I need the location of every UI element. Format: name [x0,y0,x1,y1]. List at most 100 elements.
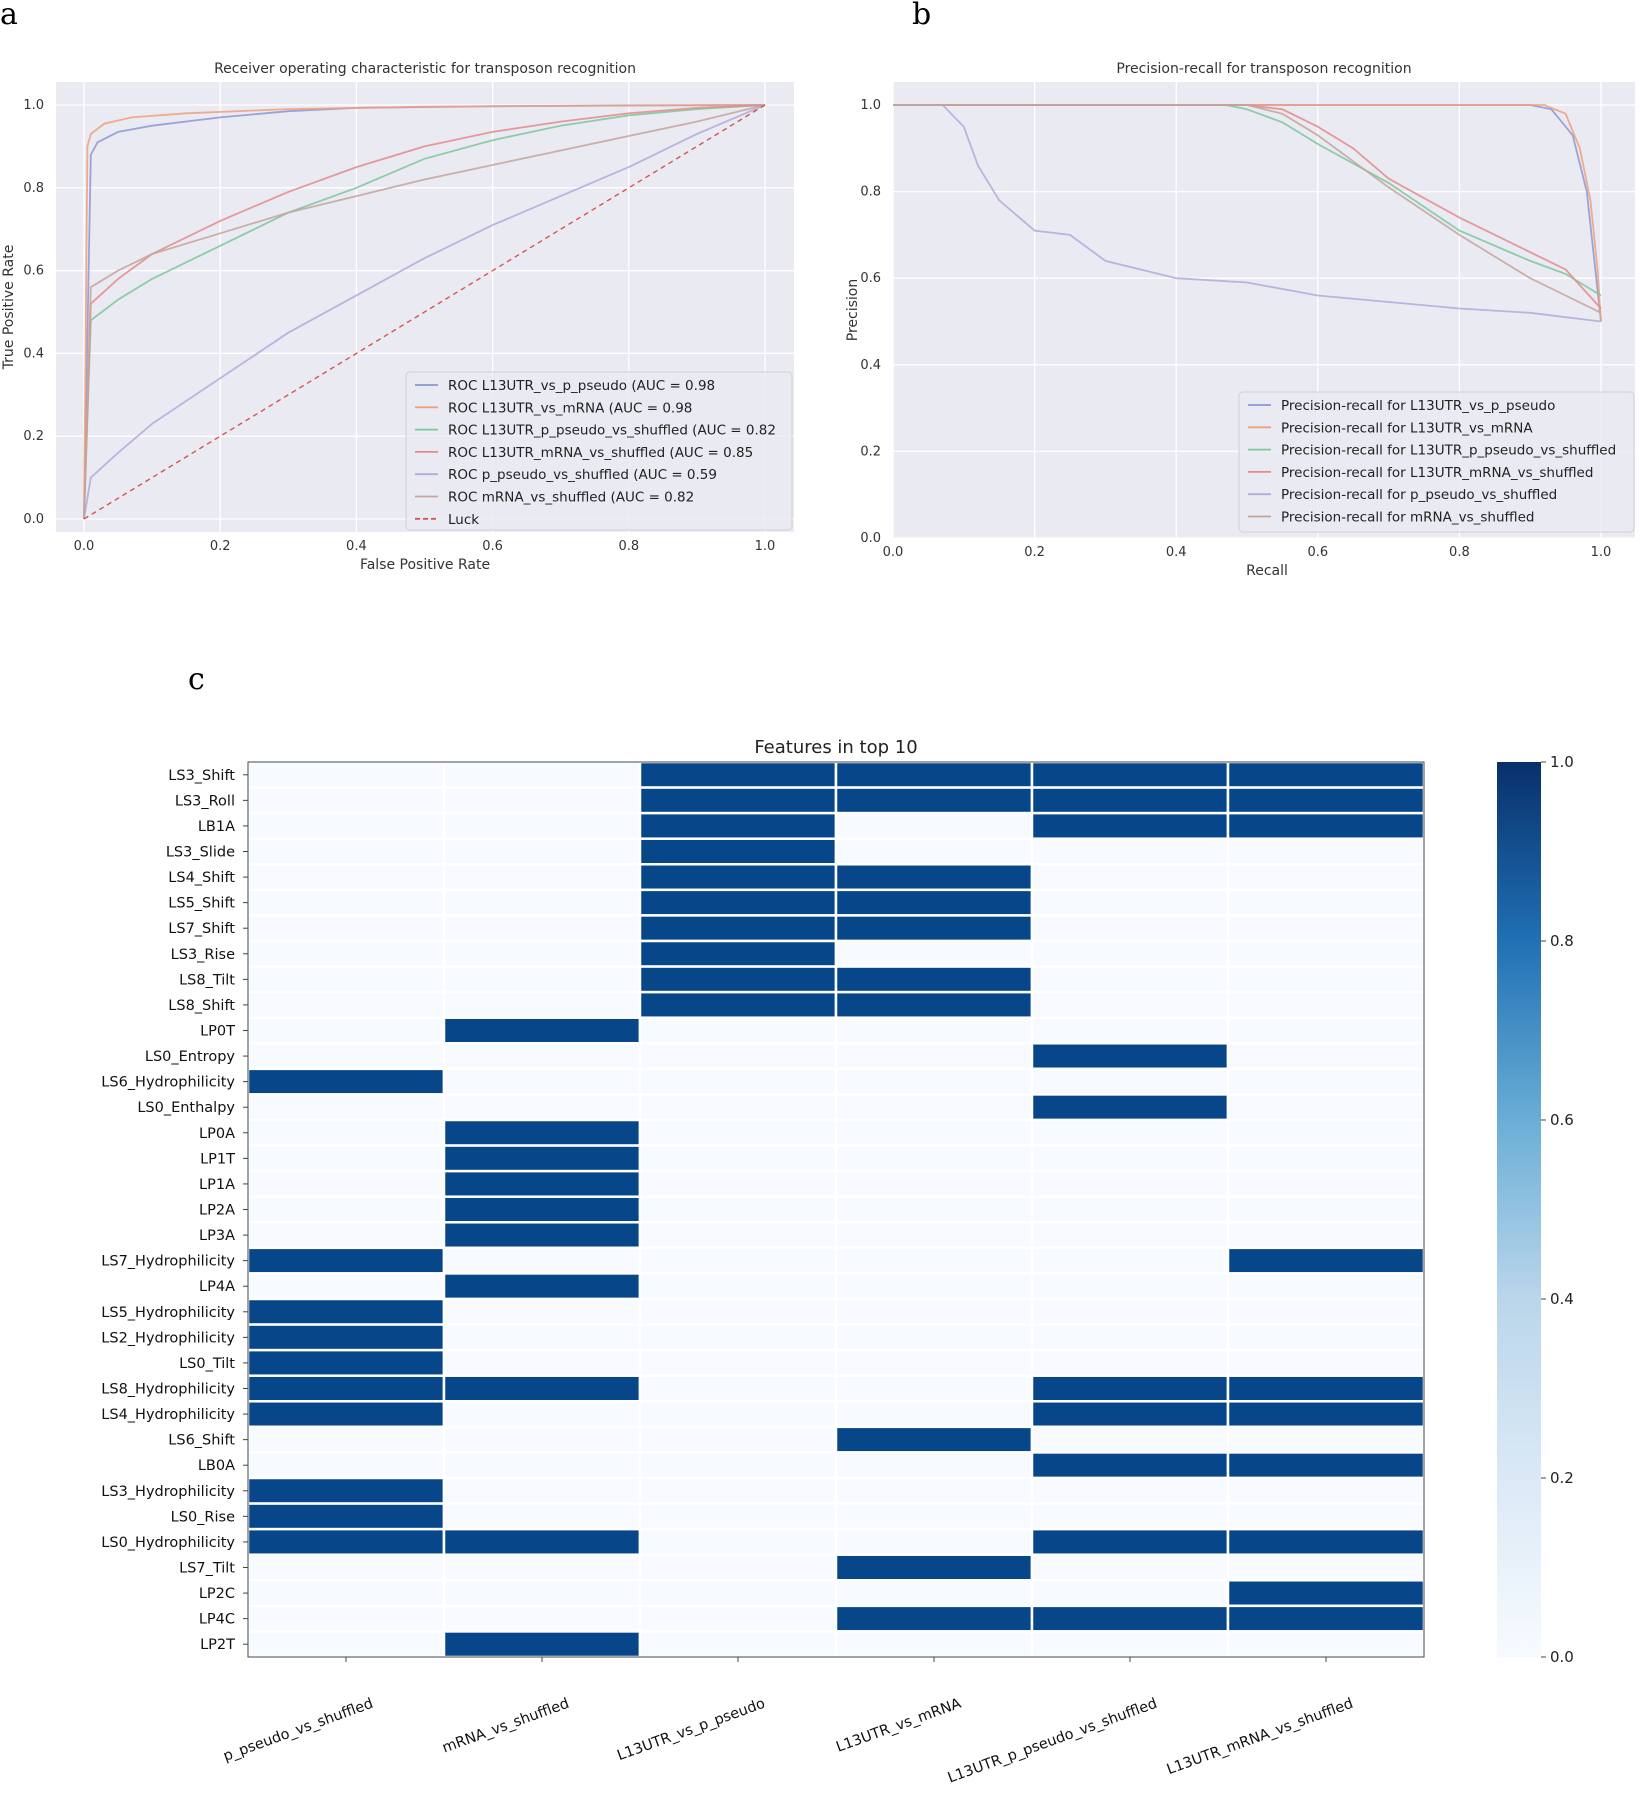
heatmap-cell [246,1348,446,1377]
heatmap-cell [246,760,446,789]
row-label: LS0_Entropy [145,1049,236,1065]
heatmap-cell [246,1246,446,1275]
heatmap-cell [834,1016,1034,1045]
column-label: L13UTR_vs_p_pseudo [615,1696,767,1764]
heatmap-cell [638,1042,838,1071]
heatmap-cell [442,1272,642,1301]
heatmap-cell [1226,1169,1426,1198]
legend-label: Precision-recall for L13UTR_vs_mRNA [1281,420,1533,436]
heatmap-cell [1226,1221,1426,1250]
heatmap-cell [1030,965,1230,994]
heatmap-cell [834,811,1034,840]
heatmap-cell [246,1118,446,1147]
heatmap-cell [1030,1527,1230,1556]
heatmap-cell [1030,1272,1230,1301]
heatmap-cell [834,1451,1034,1480]
heatmap-cell [442,1604,642,1633]
heatmap-cell [442,914,642,943]
row-label: LS3_Hydrophilicity [101,1484,235,1500]
heatmap-cell [1226,1093,1426,1122]
heatmap-cell [1226,1016,1426,1045]
row-label: LS6_Shift [168,1433,235,1449]
heatmap-cell [1226,863,1426,892]
heatmap-cell [638,1093,838,1122]
heatmap-cell [1226,786,1426,815]
row-label: LS6_Hydrophilicity [101,1075,235,1091]
heatmap-cell [638,914,838,943]
row-label: LS3_Shift [168,768,235,784]
heatmap-cell [834,1272,1034,1301]
heatmap-cell [638,786,838,815]
row-label: LS0_Rise [171,1509,235,1525]
row-label: LS8_Tilt [179,972,235,988]
row-label: LS2_Hydrophilicity [101,1330,235,1346]
heatmap-cell [638,1272,838,1301]
x-tick-label: 0.4 [346,539,367,554]
x-tick-label: 0.0 [883,545,904,560]
heatmap-cell [638,1118,838,1147]
heatmap-cell [638,1527,838,1556]
row-label: LB0A [198,1458,235,1474]
heatmap-cell [1030,888,1230,917]
row-label: LP0T [200,1024,235,1040]
column-label: mRNA_vs_shuffled [440,1696,571,1757]
heatmap-cell [834,863,1034,892]
heatmap-cell [442,1630,642,1659]
heatmap-cell [1030,1144,1230,1173]
heatmap-cell [638,811,838,840]
x-tick-label: 0.0 [74,539,95,554]
x-tick-label: 1.0 [755,539,776,554]
heatmap-cell [1030,1579,1230,1608]
heatmap-cell [638,760,838,789]
heatmap-cell [442,990,642,1019]
heatmap-cell [1030,1118,1230,1147]
heatmap-cell [1226,1144,1426,1173]
legend-label: Precision-recall for L13UTR_p_pseudo_vs_… [1281,443,1616,459]
heatmap-cell [1226,1579,1426,1608]
row-label: LS7_Tilt [179,1561,235,1577]
heatmap-cell [1030,1553,1230,1582]
heatmap-cell [246,1169,446,1198]
heatmap-cell [442,1374,642,1403]
legend-label: ROC L13UTR_vs_p_pseudo (AUC = 0.98 [448,378,715,394]
heatmap-cell [1030,837,1230,866]
heatmap-cell [638,1400,838,1429]
heatmap-cell [834,1579,1034,1608]
column-label: L13UTR_vs_mRNA [834,1696,963,1756]
heatmap-cell [1030,786,1230,815]
heatmap-cell [1030,1093,1230,1122]
heatmap-cell [1030,760,1230,789]
heatmap-cell [834,1093,1034,1122]
heatmap-cell [442,863,642,892]
heatmap-cell [442,786,642,815]
x-tick-label: 0.6 [482,539,503,554]
heatmap-cell [442,1579,642,1608]
heatmap-cell [834,1374,1034,1403]
heatmap-cell [834,1067,1034,1096]
heatmap-cell [1226,811,1426,840]
heatmap-cell [442,1118,642,1147]
legend-label: Luck [448,512,479,528]
heatmap-cell [1030,1067,1230,1096]
heatmap-cell [442,1348,642,1377]
heatmap-cell [638,1579,838,1608]
heatmap-cell [442,1067,642,1096]
heatmap-cell [1030,939,1230,968]
chart-title: Receiver operating characteristic for tr… [214,61,636,77]
legend-label: Precision-recall for p_pseudo_vs_shuffle… [1281,487,1557,503]
heatmap-cell [442,1042,642,1071]
heatmap-cell [442,1527,642,1556]
row-label: LP2A [199,1203,235,1219]
heatmap-cell [834,1195,1034,1224]
heatmap-cell [638,1425,838,1454]
heatmap-cell [834,1348,1034,1377]
row-label: LS4_Hydrophilicity [101,1407,235,1423]
heatmap-cell [834,888,1034,917]
heatmap-cell [834,1502,1034,1531]
panel-letter-a: a [0,0,18,32]
heatmap-cell [246,1502,446,1531]
heatmap-cell [1226,1348,1426,1377]
heatmap-cell [442,1425,642,1454]
heatmap-cell [246,1451,446,1480]
row-label: LP3A [199,1228,235,1244]
